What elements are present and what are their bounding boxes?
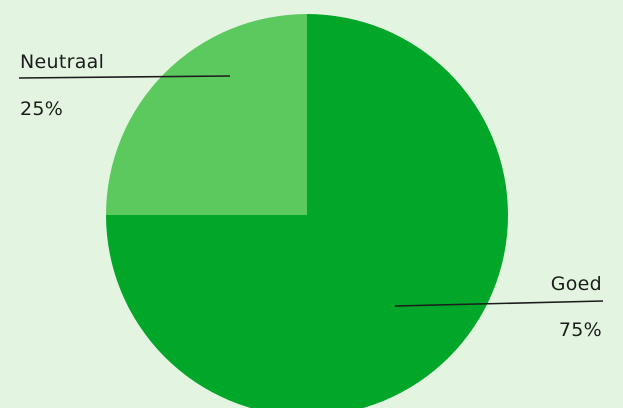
leader-line-neutraal xyxy=(18,75,231,79)
pie-slice-neutraal xyxy=(106,14,307,215)
slice-label-neutraal: Neutraal xyxy=(20,51,104,73)
slice-value-neutraal: 25% xyxy=(20,98,63,120)
slice-value-goed: 75% xyxy=(559,319,602,341)
leader-line-goed xyxy=(394,300,604,307)
slice-label-goed: Goed xyxy=(551,273,602,295)
